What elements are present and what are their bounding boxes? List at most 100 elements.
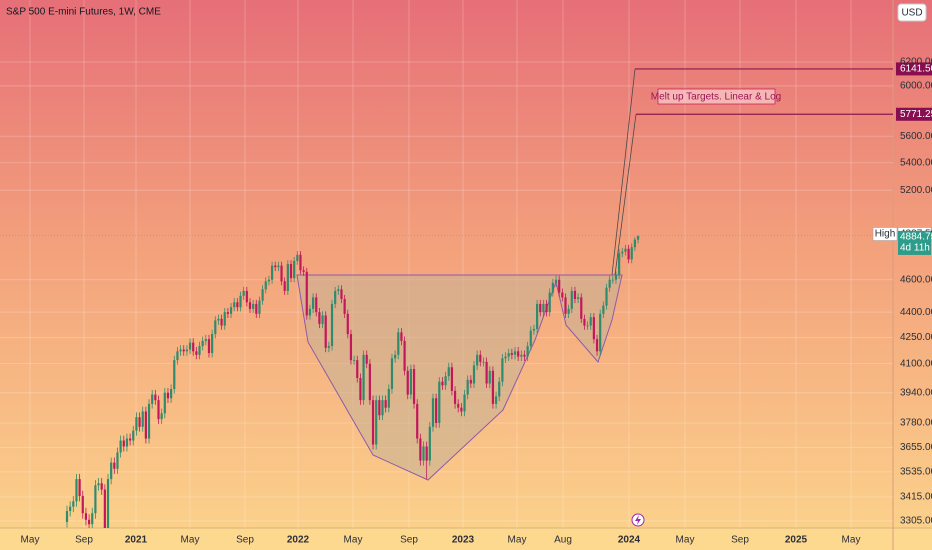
candle-body xyxy=(359,378,362,401)
candle-body xyxy=(400,332,403,341)
candle-body xyxy=(327,346,330,348)
candle-body xyxy=(409,369,412,395)
candle-body xyxy=(207,339,211,354)
candle-body xyxy=(416,403,419,439)
candle-body xyxy=(494,396,498,404)
candle-body xyxy=(179,349,182,352)
y-tick-label: 3415.00 xyxy=(900,492,932,503)
candle-body xyxy=(577,297,580,300)
candle-body xyxy=(182,349,185,352)
currency[interactable]: USD xyxy=(901,8,922,19)
candle-body xyxy=(242,290,245,296)
x-tick-label: May xyxy=(181,535,200,546)
candle-body xyxy=(296,254,299,261)
candle-body xyxy=(84,513,88,520)
currency-button[interactable] xyxy=(897,3,927,22)
candle-body xyxy=(293,260,296,279)
y-tick-label: 4100.00 xyxy=(900,358,932,369)
annotation: Melt up Targets. Linear & Log xyxy=(651,92,781,103)
candle-body xyxy=(280,265,283,282)
candle-body xyxy=(166,392,170,399)
candle-body xyxy=(618,253,621,275)
y-tick-label: 3940.00 xyxy=(900,387,932,398)
candle-body xyxy=(636,235,640,240)
candle-body xyxy=(78,479,81,496)
x-tick-label: 2025 xyxy=(785,535,808,546)
candle-body xyxy=(135,417,138,431)
candle-body xyxy=(299,254,302,271)
candle-body xyxy=(554,279,558,283)
candle-body xyxy=(349,334,353,361)
candle-body xyxy=(217,318,220,321)
y-tick-label: 3780.00 xyxy=(900,418,932,429)
candle-body xyxy=(532,328,536,331)
candle-body xyxy=(450,367,454,391)
candle-body xyxy=(94,485,97,514)
last-price-label: 4884.75 xyxy=(900,232,932,243)
candle-body xyxy=(87,519,91,525)
x-tick-label: May xyxy=(676,535,695,546)
candle-body xyxy=(119,440,122,453)
candle-body xyxy=(125,438,129,447)
candle-body xyxy=(438,381,441,423)
y-tick-label: 6000.00 xyxy=(900,81,932,92)
candle-body xyxy=(277,265,280,268)
last-price-box xyxy=(898,230,931,255)
candle-body xyxy=(624,248,627,252)
candle-body xyxy=(592,317,595,340)
candle-body xyxy=(214,320,217,335)
y-tick-label: 3535.00 xyxy=(900,466,932,477)
y-tick-label: 5400.00 xyxy=(900,157,932,168)
candle-body xyxy=(630,247,633,260)
candle-body xyxy=(447,367,450,377)
candle-body xyxy=(185,349,188,352)
candle-body xyxy=(513,351,517,355)
candle-body xyxy=(201,340,204,347)
candle-body xyxy=(195,351,198,355)
candle-body xyxy=(220,318,223,326)
candle-body xyxy=(245,290,248,303)
x-tick-label: Aug xyxy=(554,535,572,546)
y-tick-label: 4600.00 xyxy=(900,274,932,285)
y-tick-label: 3305.00 xyxy=(900,516,932,527)
candle-body xyxy=(627,248,630,260)
candle-body xyxy=(321,315,324,324)
candle-body xyxy=(334,290,337,304)
candle-body xyxy=(539,303,542,313)
annotation-box xyxy=(657,88,776,105)
candle-body xyxy=(589,317,592,326)
candle-body xyxy=(151,394,154,404)
x-tick-label: 2021 xyxy=(125,535,148,546)
candle-body xyxy=(375,400,378,445)
event-bolt xyxy=(635,515,641,525)
candle-body xyxy=(573,290,577,300)
candle-body xyxy=(315,297,318,313)
x-tick-label: Sep xyxy=(75,535,93,546)
candle-body xyxy=(431,398,435,427)
candle-body xyxy=(264,281,267,290)
x-tick-label: May xyxy=(21,535,40,546)
candle-body xyxy=(368,363,371,401)
candle-body xyxy=(517,351,520,357)
candle-body xyxy=(261,289,264,301)
candle-body xyxy=(406,370,409,395)
candle-body xyxy=(564,297,567,314)
candle-body xyxy=(485,361,488,384)
candle-body xyxy=(305,271,308,316)
candle-body xyxy=(211,334,214,354)
y-tick-label: 5200.00 xyxy=(900,185,932,196)
candle-body xyxy=(498,381,501,397)
candle-body xyxy=(586,325,589,327)
candle-body xyxy=(460,407,463,412)
candle-body xyxy=(248,302,252,309)
candle-body xyxy=(523,354,526,357)
candle-body xyxy=(469,379,472,384)
x-tick-label: Sep xyxy=(731,535,749,546)
candle-body xyxy=(110,462,113,480)
candle-body xyxy=(595,339,599,352)
candle-body xyxy=(255,303,258,314)
candle-body xyxy=(501,358,504,382)
candle-body xyxy=(160,413,163,420)
target-projection xyxy=(611,68,636,276)
